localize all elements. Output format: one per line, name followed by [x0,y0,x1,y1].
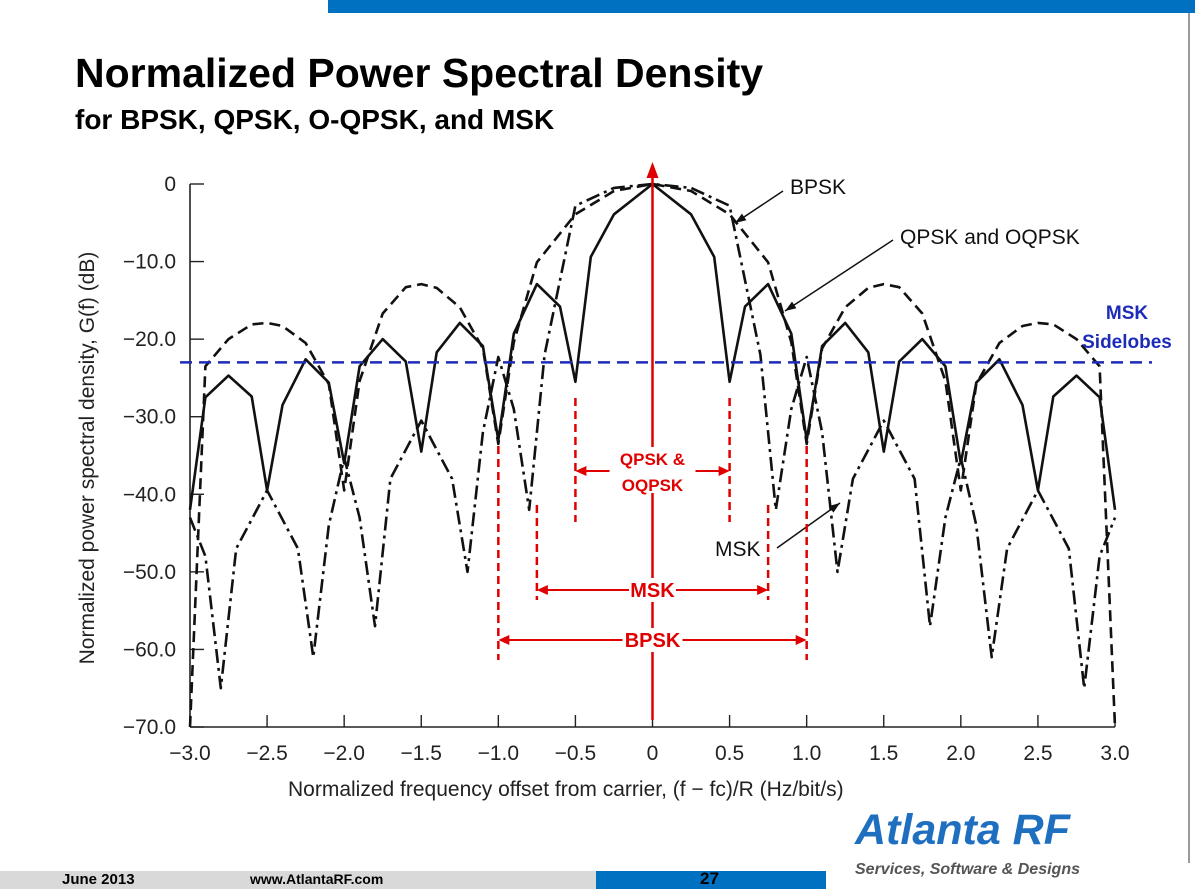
right-border-line [1188,13,1190,863]
brand-name: Atlanta RF [855,806,1070,854]
y-tick-label: −50.0 [123,561,176,584]
y-tick-label: −10.0 [123,251,176,274]
bpsk-bandwidth-right-arrowhead [795,635,807,645]
x-tick-label: 1.0 [792,742,821,765]
bpsk-bandwidth-left-arrowhead [498,635,510,645]
msk-sidelobe-label: MSK [1106,303,1149,324]
x-tick-label: 0 [647,742,659,765]
chart-annotations: MSK Sidelobes BPSK QPSK and OQPSK MSK QPSK & O… [180,162,1172,720]
slide-subtitle: for BPSK, QPSK, O-QPSK, and MSK [75,104,555,135]
y-tick-label: −20.0 [123,328,176,351]
y-tick-label: −30.0 [123,406,176,429]
x-tick-label: 2.0 [946,742,975,765]
msk-bandwidth-left-arrowhead [536,585,548,595]
msk-bandwidth-right-arrowhead [757,585,769,595]
brand-tagline: Services, Software & Designs [855,861,1080,878]
footer-bar [0,871,596,889]
msk-sidelobe-label: Sidelobes [1082,332,1172,353]
x-tick-label: −1.5 [401,742,442,765]
page-number: 27 [700,869,719,888]
y-tick-label: 0 [164,173,176,196]
msk-curve-label: MSK [715,538,761,561]
slide-title: Normalized Power Spectral Density [75,50,764,96]
qpsk-bandwidth-left-arrowhead [575,466,587,476]
msk-bandwidth-label-background [629,578,676,602]
y-axis-label: Normalized power spectral density, G(f) … [76,251,99,665]
x-tick-label: −1.0 [478,742,519,765]
bpsk-curve-label: BPSK [790,176,846,199]
qpsk-bandwidth-label-background [609,447,696,493]
qpsk-bandwidth-label: OQPSK [622,476,684,495]
x-tick-label: −2.0 [323,742,364,765]
bpsk-bandwidth-label: BPSK [625,630,681,652]
curve-label-leader [776,502,841,549]
curve-label-arrowhead [828,503,840,513]
chart-axes: −3.0 −2.5 −2.0 −1.5 −1.0 −0.5 0 0.5 1.0 1.5 2.0 2.5… [123,173,1130,765]
msk-bandwidth-label: MSK [630,580,675,602]
footer-date: June 2013 [62,871,135,888]
x-tick-label: 3.0 [1100,742,1129,765]
center-marker-arrowhead [646,162,659,178]
curve-label-leader [784,239,894,312]
x-tick-label: 1.5 [869,742,898,765]
curve-label-arrowhead [735,213,747,223]
x-axis-label: Normalized frequency offset from carrier… [288,778,844,801]
qpsk-bandwidth-right-arrowhead [718,466,730,476]
bpsk-bandwidth-label-background [622,628,683,652]
x-tick-label: −3.0 [169,742,210,765]
msk-curve [188,182,1117,690]
x-tick-label: −0.5 [555,742,596,765]
qpsk-bandwidth-label: QPSK & [620,450,685,469]
x-tick-label: 0.5 [715,742,744,765]
top-accent-bar [328,0,1195,13]
curve-label-arrowhead [785,301,797,311]
x-tick-label: −2.5 [246,742,287,765]
psd-chart: −3.0 −2.5 −2.0 −1.5 −1.0 −0.5 0 0.5 1.0 1.5 2.0 2.5… [123,162,1172,765]
footer-accent-bar [596,871,826,889]
x-tick-label: 2.5 [1023,742,1052,765]
footer-url: www.AtlantaRF.com [250,871,384,887]
qpsk-curve-label: QPSK and OQPSK [900,226,1080,249]
y-tick-label: −70.0 [123,716,176,739]
y-tick-label: −40.0 [123,483,176,506]
y-tick-label: −60.0 [123,638,176,661]
